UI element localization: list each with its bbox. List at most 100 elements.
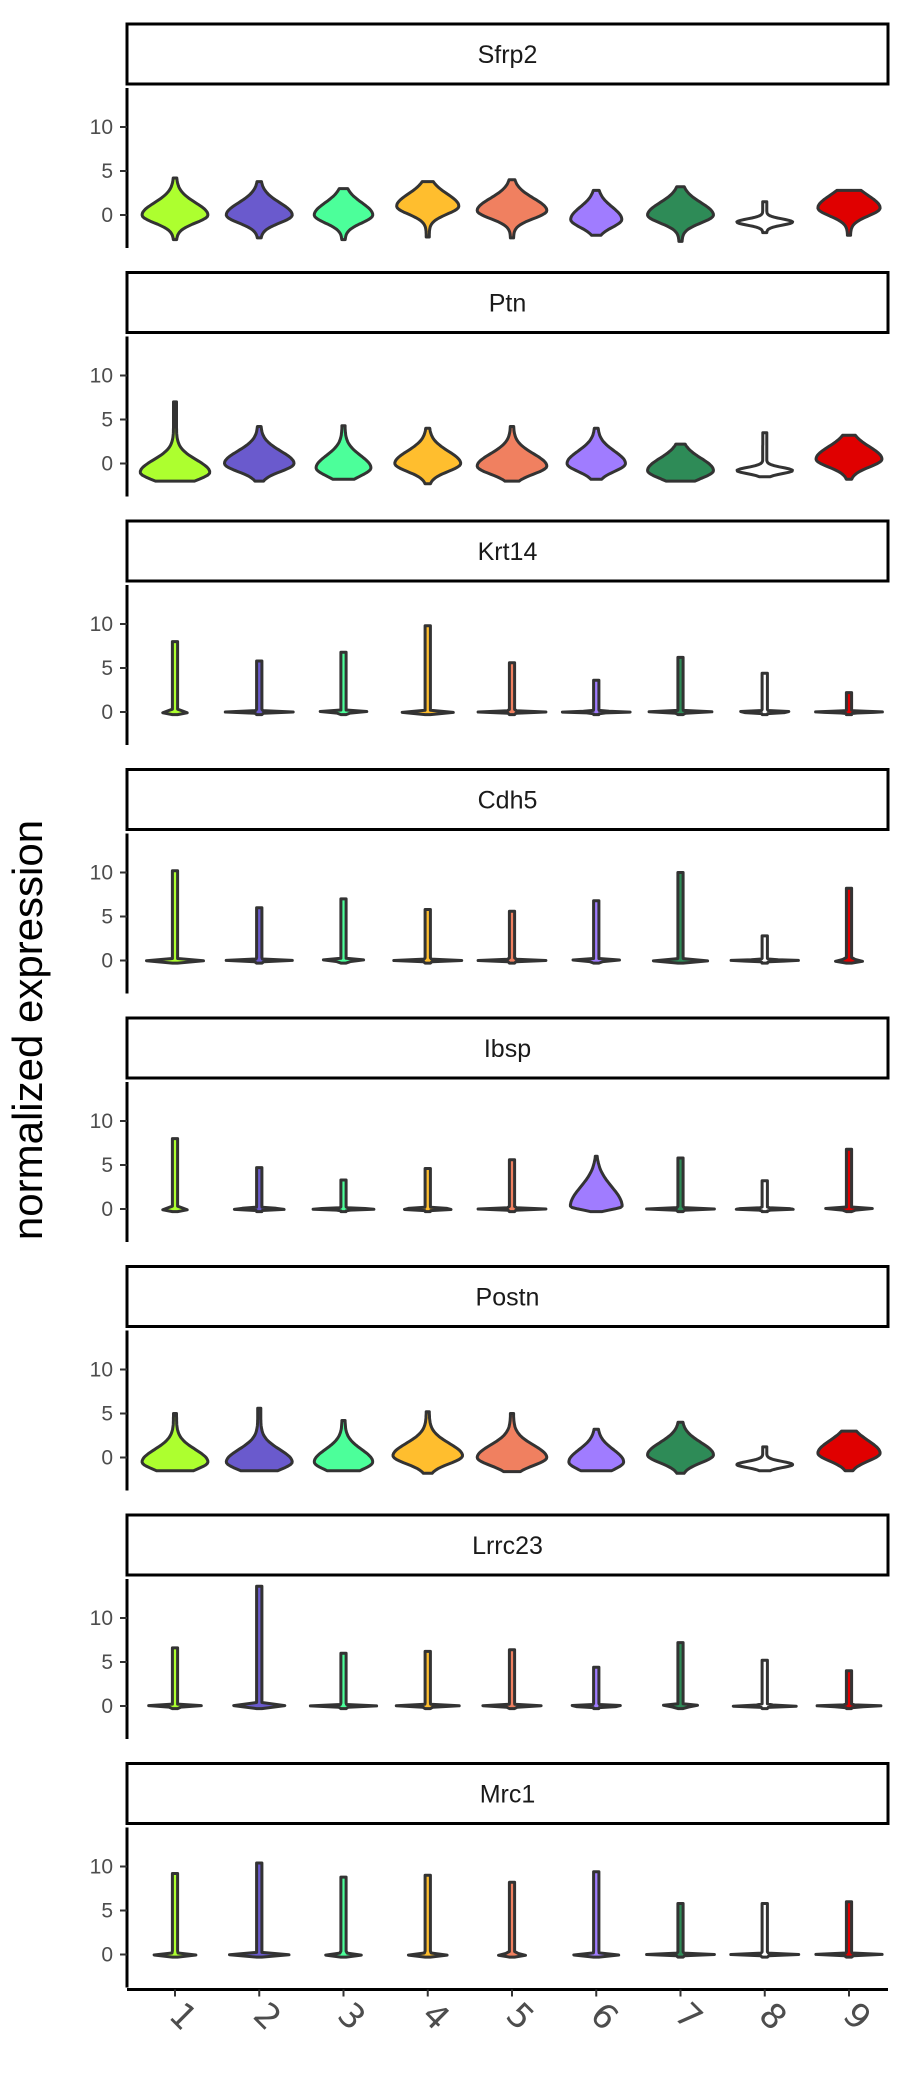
violin-ptn-7	[646, 442, 715, 483]
violin-lrrc23-8	[731, 1658, 798, 1711]
violin-mrc1-8	[729, 1902, 801, 1959]
violin-ibsp-5	[476, 1158, 548, 1214]
violin-cdh5-8	[729, 934, 800, 965]
facet-panel-postn: Postn 0 5 10	[90, 1265, 890, 1491]
facet-panel-krt14: Krt14 0 5 10	[90, 519, 890, 745]
violin-mrc1-1	[152, 1872, 198, 1959]
y-tick-label: 10	[90, 613, 113, 636]
violin-mrc1-6	[572, 1870, 621, 1959]
violin-ptn-8	[735, 431, 794, 479]
facet-strip	[125, 1265, 890, 1328]
violin-ibsp-8	[734, 1179, 795, 1214]
violin-krt14-5	[476, 661, 548, 717]
facet-panel-lrrc23: Lrrc23 0 5 10	[90, 1513, 890, 1739]
y-tick-label: 10	[90, 116, 113, 139]
y-tick-label: 5	[101, 1154, 113, 1177]
violin-lrrc23-9	[815, 1669, 883, 1711]
facet-strip-label: Ptn	[489, 290, 527, 318]
violin-krt14-4	[400, 624, 455, 717]
panels-group: Sfrp2 0 5 10 Ptn 0 5 10 Krt14 0 5 10 Cdh5 0 5 10 Ibsp 0 5 1…	[90, 22, 890, 1988]
violin-krt14-3	[318, 650, 369, 717]
violin-ptn-5	[475, 425, 549, 483]
violin-postn-1	[140, 1412, 210, 1473]
violin-lrrc23-6	[570, 1665, 622, 1711]
y-tick-label: 0	[101, 204, 113, 227]
violin-sfrp2-1	[140, 176, 210, 242]
y-tick-label: 10	[90, 365, 113, 388]
violin-ptn-6	[565, 426, 627, 481]
y-tick-label: 5	[101, 1403, 113, 1426]
violin-ibsp-2	[232, 1166, 286, 1214]
violin-ibsp-3	[311, 1178, 376, 1214]
violin-sfrp2-2	[224, 180, 294, 240]
facet-strip	[125, 1016, 890, 1080]
violin-ibsp-7	[645, 1156, 716, 1214]
y-tick-label: 0	[101, 1447, 113, 1470]
violin-ptn-2	[223, 425, 296, 483]
facet-strip-label: Sfrp2	[478, 41, 538, 69]
violin-ptn-9	[814, 433, 884, 481]
x-tick-label: 6	[582, 1995, 626, 2039]
violin-krt14-2	[223, 659, 295, 717]
violin-cdh5-9	[834, 886, 864, 965]
violin-krt14-9	[814, 691, 884, 717]
facet-strip-label: Mrc1	[480, 1781, 536, 1809]
y-tick-label: 5	[101, 657, 113, 680]
facet-strip-label: Cdh5	[478, 787, 538, 815]
violin-mrc1-4	[406, 1873, 449, 1959]
y-tick-label: 0	[101, 453, 113, 476]
facet-strip	[125, 768, 890, 831]
violin-postn-9	[816, 1429, 882, 1473]
violin-lrrc23-3	[308, 1651, 379, 1711]
violin-cdh5-4	[392, 908, 464, 965]
violin-krt14-7	[647, 655, 714, 717]
facet-strip-label: Postn	[476, 1284, 540, 1312]
violin-krt14-8	[739, 671, 791, 717]
violin-ptn-1	[138, 400, 212, 483]
facet-panel-mrc1: Mrc1 0 5 10	[90, 1762, 890, 1988]
violin-lrrc23-1	[147, 1646, 203, 1711]
violin-ibsp-9	[824, 1147, 874, 1214]
y-tick-label: 0	[101, 950, 113, 973]
violin-lrrc23-2	[232, 1584, 287, 1711]
y-tick-label: 0	[101, 1695, 113, 1718]
y-tick-label: 10	[90, 862, 113, 885]
violin-lrrc23-4	[394, 1649, 461, 1711]
facet-strip	[125, 271, 890, 334]
violin-mrc1-2	[228, 1861, 291, 1959]
violin-sfrp2-7	[646, 185, 715, 243]
facet-strip	[125, 1762, 890, 1825]
y-tick-label: 0	[101, 1198, 113, 1221]
facet-strip-label: Lrrc23	[472, 1532, 543, 1560]
violin-sfrp2-4	[395, 180, 461, 239]
facet-strip	[125, 519, 890, 583]
violin-cdh5-6	[571, 899, 621, 965]
violin-lrrc23-7	[662, 1641, 699, 1711]
violin-postn-5	[475, 1412, 549, 1474]
violin-ibsp-1	[161, 1137, 189, 1214]
facet-strip	[125, 22, 890, 86]
facet-panel-cdh5: Cdh5 0 5 10	[90, 768, 890, 994]
x-tick-label: 8	[751, 1995, 795, 2039]
violin-sfrp2-8	[735, 200, 795, 235]
y-tick-label: 5	[101, 160, 113, 183]
violin-postn-7	[646, 1420, 715, 1475]
y-tick-label: 0	[101, 701, 113, 724]
y-tick-label: 10	[90, 1359, 113, 1382]
x-tick-label: 2	[245, 1995, 289, 2039]
y-tick-label: 5	[101, 1900, 113, 1923]
violin-sfrp2-9	[816, 188, 882, 237]
violin-ptn-3	[314, 424, 373, 481]
facet-strip	[125, 1513, 890, 1577]
x-tick-label: 4	[414, 1995, 458, 2039]
violin-postn-6	[567, 1427, 626, 1473]
violin-ptn-4	[393, 426, 463, 486]
y-axis-label: normalized expression	[4, 820, 51, 1240]
violin-cdh5-1	[145, 869, 205, 965]
x-tick-label: 1	[161, 1995, 205, 2039]
x-tick-label: 9	[835, 1995, 879, 2039]
facet-panel-ibsp: Ibsp 0 5 10	[90, 1016, 890, 1242]
y-tick-label: 10	[90, 1856, 113, 1879]
